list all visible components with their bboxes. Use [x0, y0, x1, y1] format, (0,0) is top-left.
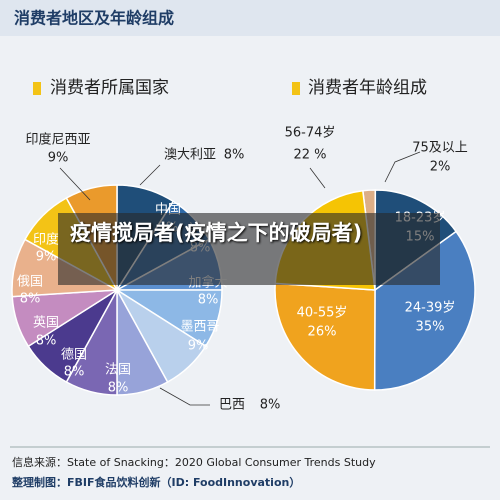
leader-line	[159, 387, 210, 406]
value-label: 8%	[20, 292, 41, 307]
value-label: 8%	[260, 398, 281, 413]
value-label: 2%	[430, 160, 451, 175]
value-label: 8%	[36, 334, 57, 349]
slice-label: 56-74岁	[285, 126, 336, 141]
slice-label: 40-55岁	[297, 306, 348, 321]
value-label: 9%	[48, 151, 69, 166]
value-label: 8%	[198, 293, 219, 308]
value-label: 9%	[36, 250, 57, 265]
slice-label: 英国	[33, 316, 59, 331]
pie-slice	[373, 230, 476, 391]
header-bar	[0, 0, 500, 36]
slice-label: 75及以上	[412, 141, 468, 156]
value-label: 8%	[224, 148, 245, 163]
header-title: 消费者地区及年龄组成	[14, 9, 174, 28]
overlay-banner: 疫情搅局者(疫情之下的破局者)	[58, 213, 440, 285]
value-label: 8%	[108, 381, 129, 396]
pie-slice	[274, 282, 376, 391]
slice-label: 印度尼西亚	[25, 132, 90, 148]
slice-label: 俄国	[17, 275, 43, 290]
slice-label: 巴西	[219, 398, 245, 413]
leader-line	[59, 167, 91, 201]
chart-title: 消费者所属国家	[50, 78, 169, 98]
leader-line	[309, 167, 326, 189]
slice-label: 墨西哥	[180, 320, 219, 335]
chart-title: 消费者年龄组成	[308, 78, 427, 98]
legend-square	[33, 82, 41, 95]
footer-credit: 整理制图：FBIF食品饮料创新（ID: FoodInnovation）	[11, 475, 300, 489]
slice-label: 印度	[33, 232, 59, 248]
value-label: 35%	[416, 320, 445, 335]
leader-line	[139, 164, 161, 186]
value-label: 8%	[64, 365, 85, 380]
slice-label: 24-39岁	[405, 301, 456, 316]
value-label: 9%	[188, 339, 209, 354]
legend-square	[292, 82, 300, 95]
value-label: 26%	[308, 325, 337, 340]
slice-label: 澳大利亚	[164, 147, 216, 163]
footer-source: 信息来源：State of Snacking：2020 Global Consu…	[12, 455, 376, 469]
slice-label: 德国	[61, 348, 87, 363]
leader-line	[384, 151, 421, 183]
slice-label: 法国	[105, 363, 131, 378]
value-label: 22 %	[293, 148, 326, 163]
